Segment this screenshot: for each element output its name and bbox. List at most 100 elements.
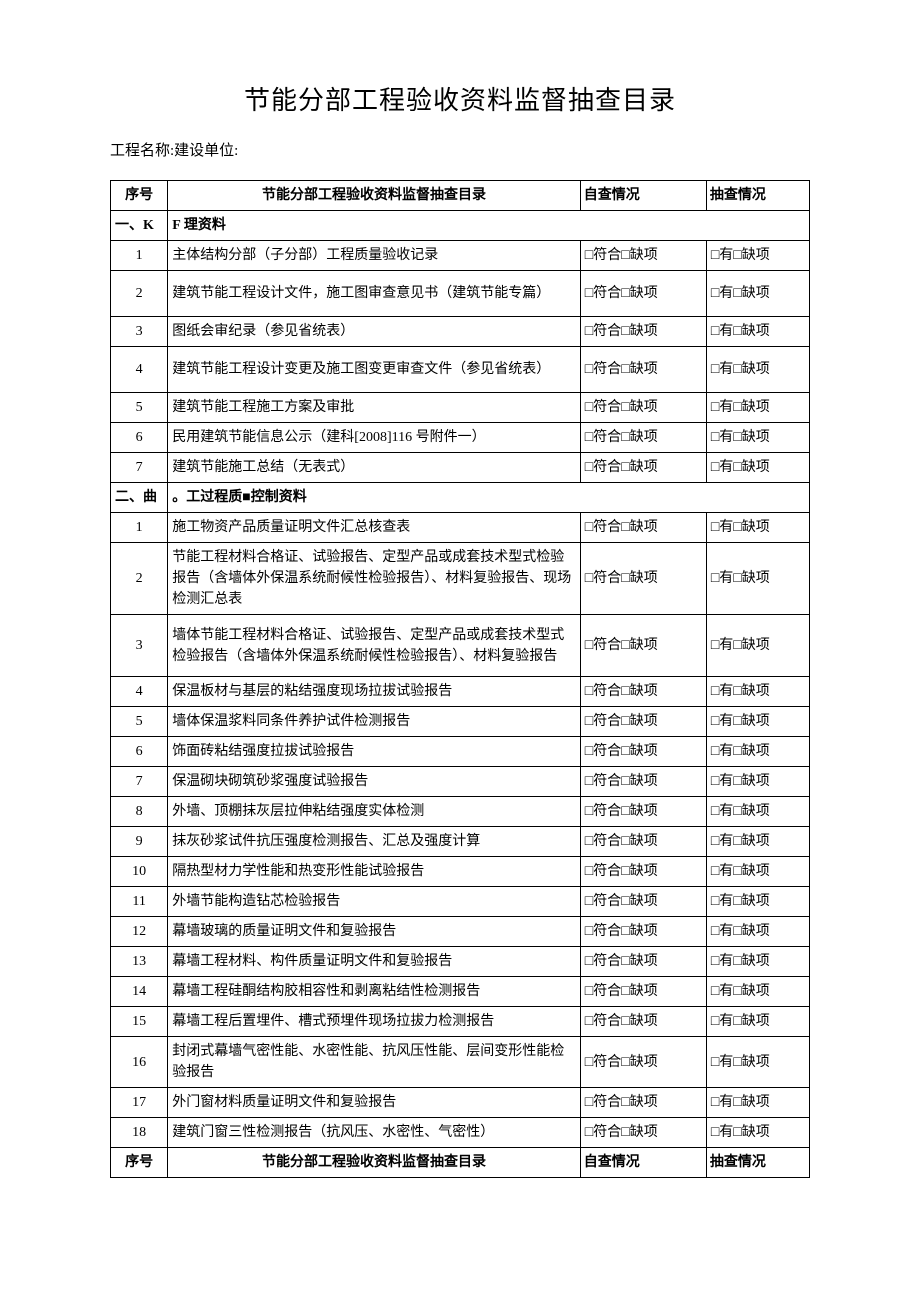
- table-row: 2节能工程材料合格证、试验报告、定型产品或成套技术型式检验报告（含墙体外保温系统…: [111, 543, 810, 615]
- row-spot: □有□缺项: [706, 393, 809, 423]
- row-seq: 4: [111, 347, 168, 393]
- row-item: 墙体保温浆料同条件养护试件检测报告: [168, 707, 581, 737]
- row-item: 图纸会审纪录（参见省统表）: [168, 317, 581, 347]
- row-seq: 9: [111, 827, 168, 857]
- table-row: 8外墙、顶棚抹灰层拉伸粘结强度实体检测□符合□缺项□有□缺项: [111, 797, 810, 827]
- row-item: 幕墙工程后置埋件、槽式预埋件现场拉拔力检测报告: [168, 1007, 581, 1037]
- row-seq: 6: [111, 423, 168, 453]
- row-spot: □有□缺项: [706, 423, 809, 453]
- table-row: 6饰面砖粘结强度拉拔试验报告□符合□缺项□有□缺项: [111, 737, 810, 767]
- row-self: □符合□缺项: [580, 1007, 706, 1037]
- footer-self: 自查情况: [580, 1148, 706, 1178]
- row-self: □符合□缺项: [580, 827, 706, 857]
- table-row: 3图纸会审纪录（参见省统表）□符合□缺项□有□缺项: [111, 317, 810, 347]
- row-self: □符合□缺项: [580, 513, 706, 543]
- row-item: 隔热型材力学性能和热变形性能试验报告: [168, 857, 581, 887]
- row-self: □符合□缺项: [580, 453, 706, 483]
- table-row: 16封闭式幕墙气密性能、水密性能、抗风压性能、层间变形性能检验报告□符合□缺项□…: [111, 1037, 810, 1088]
- header-item: 节能分部工程验收资料监督抽查目录: [168, 181, 581, 211]
- row-item: 幕墙工程硅酮结构胶相容性和剥离粘结性检测报告: [168, 977, 581, 1007]
- row-seq: 5: [111, 393, 168, 423]
- subtitle: 工程名称:建设单位:: [110, 139, 810, 160]
- row-seq: 10: [111, 857, 168, 887]
- row-item: 抹灰砂浆试件抗压强度检测报告、汇总及强度计算: [168, 827, 581, 857]
- row-self: □符合□缺项: [580, 677, 706, 707]
- row-seq: 5: [111, 707, 168, 737]
- row-item: 民用建筑节能信息公示（建科[2008]116 号附件一）: [168, 423, 581, 453]
- row-item: 保温砌块砌筑砂浆强度试验报告: [168, 767, 581, 797]
- header-self: 自查情况: [580, 181, 706, 211]
- row-spot: □有□缺项: [706, 1118, 809, 1148]
- row-spot: □有□缺项: [706, 1007, 809, 1037]
- footer-seq: 序号: [111, 1148, 168, 1178]
- checklist-table: 序号 节能分部工程验收资料监督抽查目录 自查情况 抽查情况 一、KF 理资料1主…: [110, 180, 810, 1178]
- row-item: 建筑节能施工总结（无表式）: [168, 453, 581, 483]
- table-body: 一、KF 理资料1主体结构分部（子分部）工程质量验收记录□符合□缺项□有□缺项2…: [111, 211, 810, 1148]
- table-row: 9抹灰砂浆试件抗压强度检测报告、汇总及强度计算□符合□缺项□有□缺项: [111, 827, 810, 857]
- row-spot: □有□缺项: [706, 271, 809, 317]
- row-spot: □有□缺项: [706, 947, 809, 977]
- row-item: 建筑节能工程施工方案及审批: [168, 393, 581, 423]
- row-self: □符合□缺项: [580, 767, 706, 797]
- row-seq: 3: [111, 317, 168, 347]
- row-self: □符合□缺项: [580, 347, 706, 393]
- row-self: □符合□缺项: [580, 423, 706, 453]
- page-container: 节能分部工程验收资料监督抽查目录 工程名称:建设单位: 序号 节能分部工程验收资…: [0, 0, 920, 1238]
- row-seq: 13: [111, 947, 168, 977]
- row-item: 饰面砖粘结强度拉拔试验报告: [168, 737, 581, 767]
- table-row: 13幕墙工程材料、构件质量证明文件和复验报告□符合□缺项□有□缺项: [111, 947, 810, 977]
- row-seq: 1: [111, 513, 168, 543]
- row-spot: □有□缺项: [706, 453, 809, 483]
- header-spot: 抽查情况: [706, 181, 809, 211]
- row-seq: 14: [111, 977, 168, 1007]
- table-row: 3墙体节能工程材料合格证、试验报告、定型产品或成套技术型式检验报告（含墙体外保温…: [111, 615, 810, 677]
- row-spot: □有□缺项: [706, 977, 809, 1007]
- row-seq: 1: [111, 241, 168, 271]
- row-spot: □有□缺项: [706, 615, 809, 677]
- row-item: 建筑节能工程设计文件，施工图审查意见书（建筑节能专篇）: [168, 271, 581, 317]
- row-self: □符合□缺项: [580, 947, 706, 977]
- header-seq: 序号: [111, 181, 168, 211]
- row-spot: □有□缺项: [706, 347, 809, 393]
- row-item: 建筑门窗三性检测报告（抗风压、水密性、气密性）: [168, 1118, 581, 1148]
- table-row: 4建筑节能工程设计变更及施工图变更审查文件（参见省统表）□符合□缺项□有□缺项: [111, 347, 810, 393]
- row-self: □符合□缺项: [580, 917, 706, 947]
- row-seq: 4: [111, 677, 168, 707]
- row-item: 幕墙工程材料、构件质量证明文件和复验报告: [168, 947, 581, 977]
- row-spot: □有□缺项: [706, 1088, 809, 1118]
- row-spot: □有□缺项: [706, 857, 809, 887]
- table-row: 7建筑节能施工总结（无表式）□符合□缺项□有□缺项: [111, 453, 810, 483]
- table-row: 5墙体保温浆料同条件养护试件检测报告□符合□缺项□有□缺项: [111, 707, 810, 737]
- row-self: □符合□缺项: [580, 1118, 706, 1148]
- section-label-b: 。工过程质■控制资料: [168, 483, 810, 513]
- row-spot: □有□缺项: [706, 917, 809, 947]
- table-row: 10隔热型材力学性能和热变形性能试验报告□符合□缺项□有□缺项: [111, 857, 810, 887]
- section-label-a: 一、K: [111, 211, 168, 241]
- row-self: □符合□缺项: [580, 797, 706, 827]
- table-row: 17外门窗材料质量证明文件和复验报告□符合□缺项□有□缺项: [111, 1088, 810, 1118]
- row-seq: 2: [111, 271, 168, 317]
- row-item: 外门窗材料质量证明文件和复验报告: [168, 1088, 581, 1118]
- section-label-b: F 理资料: [168, 211, 810, 241]
- row-self: □符合□缺项: [580, 241, 706, 271]
- row-item: 幕墙玻璃的质量证明文件和复验报告: [168, 917, 581, 947]
- row-item: 外墙节能构造钻芯检验报告: [168, 887, 581, 917]
- row-seq: 12: [111, 917, 168, 947]
- row-self: □符合□缺项: [580, 737, 706, 767]
- section-row: 一、KF 理资料: [111, 211, 810, 241]
- row-spot: □有□缺项: [706, 707, 809, 737]
- row-seq: 15: [111, 1007, 168, 1037]
- row-self: □符合□缺项: [580, 1088, 706, 1118]
- row-seq: 7: [111, 453, 168, 483]
- table-row: 14幕墙工程硅酮结构胶相容性和剥离粘结性检测报告□符合□缺项□有□缺项: [111, 977, 810, 1007]
- row-item: 主体结构分部（子分部）工程质量验收记录: [168, 241, 581, 271]
- table-row: 18建筑门窗三性检测报告（抗风压、水密性、气密性）□符合□缺项□有□缺项: [111, 1118, 810, 1148]
- row-seq: 2: [111, 543, 168, 615]
- table-row: 11外墙节能构造钻芯检验报告□符合□缺项□有□缺项: [111, 887, 810, 917]
- footer-spot: 抽查情况: [706, 1148, 809, 1178]
- table-footer: 序号 节能分部工程验收资料监督抽查目录 自查情况 抽查情况: [111, 1148, 810, 1178]
- table-row: 7保温砌块砌筑砂浆强度试验报告□符合□缺项□有□缺项: [111, 767, 810, 797]
- table-row: 5建筑节能工程施工方案及审批□符合□缺项□有□缺项: [111, 393, 810, 423]
- row-item: 施工物资产品质量证明文件汇总核查表: [168, 513, 581, 543]
- row-spot: □有□缺项: [706, 887, 809, 917]
